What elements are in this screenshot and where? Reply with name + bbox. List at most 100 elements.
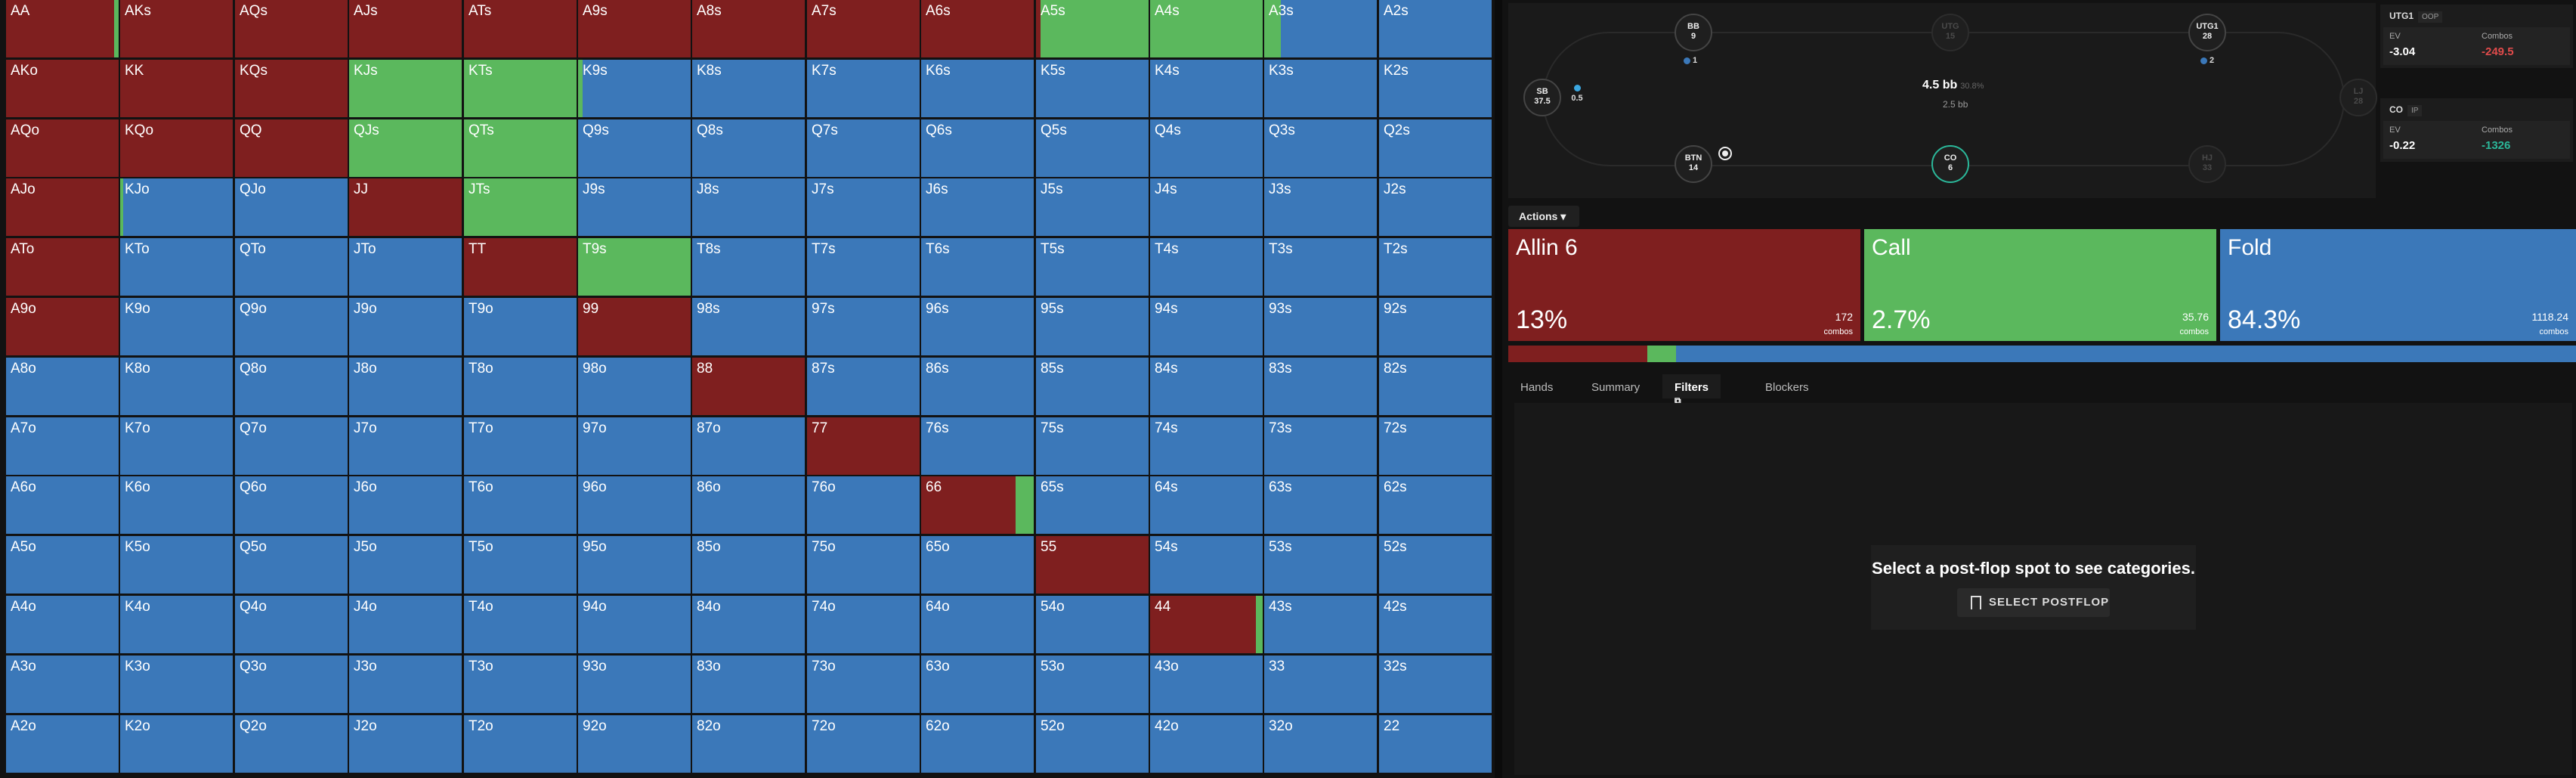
hand-cell-Q5o[interactable]: Q5o <box>235 536 348 594</box>
hand-cell-J3s[interactable]: J3s <box>1264 178 1377 236</box>
panel-divider[interactable] <box>1495 0 1502 778</box>
hand-cell-J7o[interactable]: J7o <box>349 417 462 475</box>
hand-cell-AJs[interactable]: AJs <box>349 0 462 57</box>
hand-cell-K4o[interactable]: K4o <box>120 596 233 653</box>
hand-cell-92o[interactable]: 92o <box>578 715 691 773</box>
hand-cell-A8s[interactable]: A8s <box>692 0 805 57</box>
hand-cell-95s[interactable]: 95s <box>1036 298 1149 355</box>
seat-co[interactable]: CO 6 <box>1931 145 1969 183</box>
hand-cell-T7o[interactable]: T7o <box>464 417 577 475</box>
hand-cell-Q8s[interactable]: Q8s <box>692 119 805 177</box>
hand-cell-J2s[interactable]: J2s <box>1379 178 1492 236</box>
action-fold[interactable]: Fold 84.3% 1118.24 combos <box>2220 229 2576 341</box>
hand-cell-JJ[interactable]: JJ <box>349 178 462 236</box>
hand-cell-73s[interactable]: 73s <box>1264 417 1377 475</box>
hand-cell-K7s[interactable]: K7s <box>807 60 920 117</box>
action-allin[interactable]: Allin 6 13% 172 combos <box>1508 229 1860 341</box>
hand-cell-84o[interactable]: 84o <box>692 596 805 653</box>
hand-cell-93o[interactable]: 93o <box>578 656 691 713</box>
hand-cell-A5s[interactable]: A5s <box>1036 0 1149 57</box>
actions-dropdown[interactable]: Actions ▾ <box>1508 206 1579 227</box>
hand-cell-64o[interactable]: 64o <box>921 596 1034 653</box>
seat-hj[interactable]: HJ 33 <box>2188 145 2226 183</box>
hand-cell-T6s[interactable]: T6s <box>921 238 1034 296</box>
hand-cell-AQs[interactable]: AQs <box>235 0 348 57</box>
hand-cell-J8o[interactable]: J8o <box>349 358 462 415</box>
hand-cell-K6o[interactable]: K6o <box>120 476 233 534</box>
hand-cell-K3o[interactable]: K3o <box>120 656 233 713</box>
hand-cell-Q4s[interactable]: Q4s <box>1150 119 1263 177</box>
hand-cell-93s[interactable]: 93s <box>1264 298 1377 355</box>
hand-cell-Q7o[interactable]: Q7o <box>235 417 348 475</box>
hand-cell-A2s[interactable]: A2s <box>1379 0 1492 57</box>
hand-cell-74o[interactable]: 74o <box>807 596 920 653</box>
hand-cell-42o[interactable]: 42o <box>1150 715 1263 773</box>
hand-cell-T3s[interactable]: T3s <box>1264 238 1377 296</box>
hand-cell-73o[interactable]: 73o <box>807 656 920 713</box>
hand-cell-J5o[interactable]: J5o <box>349 536 462 594</box>
hand-cell-JTo[interactable]: JTo <box>349 238 462 296</box>
hand-cell-T8s[interactable]: T8s <box>692 238 805 296</box>
hand-cell-Q6o[interactable]: Q6o <box>235 476 348 534</box>
hand-cell-A4s[interactable]: A4s <box>1150 0 1263 57</box>
hand-cell-Q2o[interactable]: Q2o <box>235 715 348 773</box>
hand-cell-88[interactable]: 88 <box>692 358 805 415</box>
seat-sb[interactable]: SB 37.5 <box>1523 79 1561 116</box>
hand-cell-K7o[interactable]: K7o <box>120 417 233 475</box>
hand-cell-T2o[interactable]: T2o <box>464 715 577 773</box>
hand-cell-QJs[interactable]: QJs <box>349 119 462 177</box>
hand-cell-T4o[interactable]: T4o <box>464 596 577 653</box>
hand-cell-43o[interactable]: 43o <box>1150 656 1263 713</box>
hand-cell-T5s[interactable]: T5s <box>1036 238 1149 296</box>
hand-cell-J2o[interactable]: J2o <box>349 715 462 773</box>
hand-cell-A8o[interactable]: A8o <box>6 358 119 415</box>
hand-cell-98s[interactable]: 98s <box>692 298 805 355</box>
hand-cell-75o[interactable]: 75o <box>807 536 920 594</box>
seat-bb[interactable]: BB 9 <box>1675 14 1712 51</box>
hand-cell-54s[interactable]: 54s <box>1150 536 1263 594</box>
seat-utg1[interactable]: UTG1 28 <box>2188 14 2226 51</box>
hand-cell-J7s[interactable]: J7s <box>807 178 920 236</box>
hand-cell-55[interactable]: 55 <box>1036 536 1149 594</box>
hand-cell-QTs[interactable]: QTs <box>464 119 577 177</box>
hand-cell-77[interactable]: 77 <box>807 417 920 475</box>
hand-cell-KTs[interactable]: KTs <box>464 60 577 117</box>
hand-cell-83s[interactable]: 83s <box>1264 358 1377 415</box>
hand-cell-Q7s[interactable]: Q7s <box>807 119 920 177</box>
hand-cell-Q9s[interactable]: Q9s <box>578 119 691 177</box>
hand-cell-A3s[interactable]: A3s <box>1264 0 1377 57</box>
hand-cell-33[interactable]: 33 <box>1264 656 1377 713</box>
hand-cell-J6o[interactable]: J6o <box>349 476 462 534</box>
hand-cell-74s[interactable]: 74s <box>1150 417 1263 475</box>
hand-cell-A9s[interactable]: A9s <box>578 0 691 57</box>
hand-cell-QJo[interactable]: QJo <box>235 178 348 236</box>
hand-cell-76s[interactable]: 76s <box>921 417 1034 475</box>
hand-cell-75s[interactable]: 75s <box>1036 417 1149 475</box>
select-postflop-button[interactable]: SELECT POSTFLOP <box>1957 588 2110 617</box>
hand-cell-99[interactable]: 99 <box>578 298 691 355</box>
hand-cell-63o[interactable]: 63o <box>921 656 1034 713</box>
hand-cell-Q5s[interactable]: Q5s <box>1036 119 1149 177</box>
tab-summary[interactable]: Summary <box>1591 381 1641 394</box>
hand-cell-K9o[interactable]: K9o <box>120 298 233 355</box>
hand-cell-K5s[interactable]: K5s <box>1036 60 1149 117</box>
hand-cell-54o[interactable]: 54o <box>1036 596 1149 653</box>
hand-cell-66[interactable]: 66 <box>921 476 1034 534</box>
hand-cell-K3s[interactable]: K3s <box>1264 60 1377 117</box>
hand-cell-K9s[interactable]: K9s <box>578 60 691 117</box>
hand-cell-63s[interactable]: 63s <box>1264 476 1377 534</box>
hand-cell-62o[interactable]: 62o <box>921 715 1034 773</box>
hand-cell-K8o[interactable]: K8o <box>120 358 233 415</box>
hand-cell-J4s[interactable]: J4s <box>1150 178 1263 236</box>
hand-cell-K5o[interactable]: K5o <box>120 536 233 594</box>
hand-cell-AJo[interactable]: AJo <box>6 178 119 236</box>
hand-cell-43s[interactable]: 43s <box>1264 596 1377 653</box>
hand-cell-TT[interactable]: TT <box>464 238 577 296</box>
hand-cell-83o[interactable]: 83o <box>692 656 805 713</box>
hand-cell-T9o[interactable]: T9o <box>464 298 577 355</box>
hand-cell-J8s[interactable]: J8s <box>692 178 805 236</box>
hand-cell-J4o[interactable]: J4o <box>349 596 462 653</box>
tab-hands[interactable]: Hands <box>1520 381 1554 394</box>
hand-cell-94o[interactable]: 94o <box>578 596 691 653</box>
hand-cell-K2o[interactable]: K2o <box>120 715 233 773</box>
